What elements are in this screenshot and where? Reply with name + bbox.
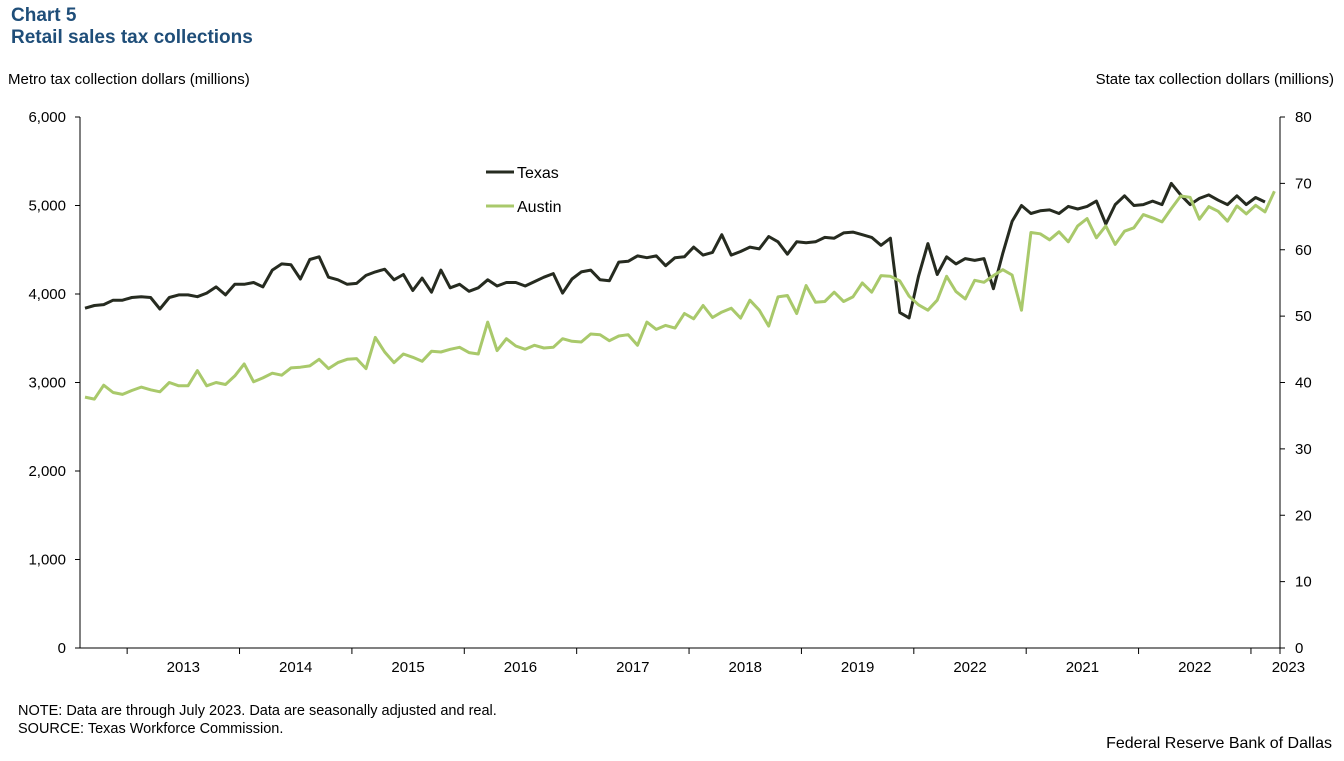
- left-tick-label: 6,000: [28, 109, 66, 126]
- x-tick-label: 2013: [167, 659, 200, 676]
- left-tick-label: 0: [58, 640, 66, 657]
- x-tick-label: 2017: [616, 659, 649, 676]
- right-tick-label: 10: [1295, 574, 1312, 591]
- right-tick-label: 30: [1295, 441, 1312, 458]
- note-text: NOTE: Data are through July 2023. Data a…: [18, 703, 497, 719]
- chart-number: Chart 5: [11, 5, 77, 26]
- x-tick-label: 2015: [391, 659, 424, 676]
- left-axis-title: Metro tax collection dollars (millions): [8, 71, 250, 88]
- chart-title: Retail sales tax collections: [11, 27, 253, 48]
- right-tick-label: 40: [1295, 375, 1312, 392]
- x-tick-label: 2019: [841, 659, 874, 676]
- x-tick-label: 2021: [1066, 659, 1099, 676]
- left-tick-label: 3,000: [28, 375, 66, 392]
- x-tick-label: 2022: [953, 659, 986, 676]
- brand-label: Federal Reserve Bank of Dallas: [1106, 735, 1332, 752]
- legend-label-austin: Austin: [517, 199, 561, 216]
- right-axis-title: State tax collection dollars (millions): [1095, 71, 1334, 88]
- series-line-austin: [84, 190, 1276, 401]
- notes-block: NOTE: Data are through July 2023. Data a…: [18, 702, 497, 738]
- x-tick-label: 2018: [729, 659, 762, 676]
- source-text: SOURCE: Texas Workforce Commission.: [18, 721, 284, 737]
- left-tick-label: 5,000: [28, 198, 66, 215]
- x-tick-label: 2022: [1178, 659, 1211, 676]
- left-tick-label: 1,000: [28, 552, 66, 569]
- left-tick-label: 4,000: [28, 286, 66, 303]
- right-tick-label: 50: [1295, 308, 1312, 325]
- right-tick-label: 20: [1295, 507, 1312, 524]
- series-line-texas: [84, 181, 1266, 320]
- x-tick-label: 2023: [1272, 659, 1305, 676]
- chart-title-block: Chart 5 Retail sales tax collections: [11, 5, 253, 49]
- right-tick-label: 60: [1295, 242, 1312, 259]
- right-tick-label: 70: [1295, 175, 1312, 192]
- x-tick-label: 2014: [279, 659, 312, 676]
- right-tick-label: 80: [1295, 109, 1312, 126]
- left-tick-label: 2,000: [28, 463, 66, 480]
- x-tick-label: 2016: [504, 659, 537, 676]
- right-tick-label: 0: [1295, 640, 1303, 657]
- legend-label-texas: Texas: [517, 165, 559, 182]
